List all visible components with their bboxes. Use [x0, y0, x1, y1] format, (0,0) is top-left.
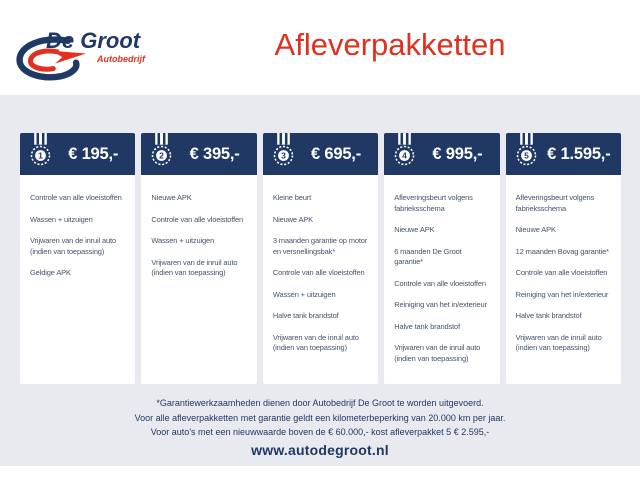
- package-item: 6 maanden De Groot garantie*: [394, 246, 462, 267]
- page-title: Afleverpakketten: [274, 27, 506, 62]
- package-item: Wassen + uitzuigen: [30, 214, 93, 224]
- package-item: Afleveringsbeurt volgens fabrieksschema: [515, 193, 595, 213]
- package-item: Controle van alle vloeistoffen: [515, 268, 608, 277]
- medal-icon: 3: [273, 133, 294, 166]
- package-item: Halve tank brandstof: [515, 311, 582, 320]
- package-price: € 395,-: [189, 144, 240, 163]
- package-item: Controle van alle vloeistoffen: [30, 193, 122, 202]
- medal-icon: 4: [394, 133, 415, 166]
- package-items: Afleveringsbeurt volgens fabrieksschema N…: [506, 175, 621, 365]
- package-price: € 1.595,-: [547, 144, 611, 163]
- package-items: Nieuwe APK Controle van alle vloeistoffen…: [141, 175, 256, 290]
- package-price: € 995,-: [432, 144, 483, 163]
- package-card: 1 € 195,- Controle van alle vloeistoffen…: [20, 133, 136, 384]
- medal-number: 2: [160, 151, 165, 161]
- package-item: Vrijwaren van de inruil auto (indien van…: [394, 343, 481, 363]
- package-item: Nieuwe APK: [515, 225, 556, 234]
- package-item: Nieuwe APK: [151, 193, 192, 202]
- package-card: 4 € 995,- Afleveringsbeurt volgens fabri…: [384, 133, 500, 384]
- package-card: 3 € 695,- Kleine beurt Nieuwe APK 3 maande…: [262, 133, 379, 384]
- footer-note-line: *Garantiewerkzaamheden dienen door Autob…: [156, 398, 484, 408]
- medal-number: 4: [402, 151, 407, 161]
- package-card: 2 € 395,- Nieuwe APK Controle van alle vl…: [141, 133, 257, 384]
- package-item: Reiniging van het in/exterieur: [394, 300, 487, 309]
- package-items: Kleine beurt Nieuwe APK 3 maanden garantie…: [263, 175, 378, 365]
- footer-note-line: Voor auto's met een nieuwwaarde boven de…: [150, 427, 490, 437]
- package-item: Vrijwaren van de inruil auto (indien van…: [30, 236, 116, 256]
- package-items: Controle van alle vloeistoffen Wassen + u…: [20, 175, 135, 290]
- degroot-logo-swoosh-icon: [16, 36, 87, 81]
- package-item: Controle van alle vloeistoffen: [394, 278, 486, 288]
- package-item: Afleveringsbeurt volgens fabrieksschema: [394, 193, 473, 213]
- brand-subtitle: Autobedrijf: [97, 54, 145, 64]
- brand-name: De Groot: [46, 28, 141, 53]
- package-header: 3 € 695,-: [262, 133, 379, 175]
- package-items: Afleveringsbeurt volgens fabrieksschema N…: [384, 175, 499, 375]
- package-item: Controle van alle vloeistoffen: [151, 214, 244, 224]
- packages-row: 1 € 195,- Controle van alle vloeistoffen…: [20, 133, 622, 384]
- medal-icon: 1: [30, 133, 51, 166]
- package-item: Vrijwaren van de inruil auto (indien van…: [151, 257, 238, 278]
- package-item: Nieuwe APK: [394, 225, 435, 234]
- website-link: www.autodegroot.nl: [251, 442, 389, 458]
- medal-icon: 5: [516, 133, 536, 166]
- package-card: 5 € 1.595,- Afleveringsbeurt volgens fab…: [505, 133, 622, 384]
- package-item: Halve tank brandstof: [394, 321, 461, 331]
- package-header: 4 € 995,-: [384, 133, 500, 175]
- package-item: Reiniging van het in/exterieur: [515, 289, 609, 299]
- package-item: Vrijwaren van de inruil auto (indien van…: [515, 332, 602, 353]
- package-header: 2 € 395,-: [141, 133, 257, 175]
- package-item: Controle van alle vloeistoffen: [272, 268, 365, 277]
- medal-number: 1: [38, 151, 43, 161]
- brand-logo: De Groot Autobedrijf: [15, 24, 165, 88]
- package-price: € 695,-: [311, 144, 361, 163]
- package-header: 1 € 195,-: [20, 133, 136, 175]
- medal-number: 3: [281, 151, 286, 161]
- package-item: Vrijwaren van de inruil auto (indien van…: [272, 332, 359, 353]
- medal-icon: 2: [152, 133, 172, 166]
- footer-notes: *Garantiewerkzaamheden dienen door Autob…: [0, 396, 640, 440]
- package-item: Wassen + uitzuigen: [151, 236, 215, 245]
- package-header: 5 € 1.595,-: [505, 133, 622, 175]
- footer-note-line: Voor alle afleverpakketten met garantie …: [134, 412, 506, 423]
- package-item: Wassen + uitzuigen: [272, 289, 336, 299]
- medal-number: 5: [524, 151, 529, 161]
- package-item: Nieuwe APK: [272, 214, 314, 224]
- package-item: Kleine beurt: [272, 193, 312, 202]
- package-item: Geldige APK: [30, 268, 71, 277]
- package-price: € 195,-: [68, 144, 119, 163]
- package-item: 3 maanden garantie op motor en versnelli…: [272, 236, 368, 256]
- package-item: 12 maanden Bovag garantie*: [515, 246, 609, 256]
- package-item: Halve tank brandstof: [272, 311, 339, 320]
